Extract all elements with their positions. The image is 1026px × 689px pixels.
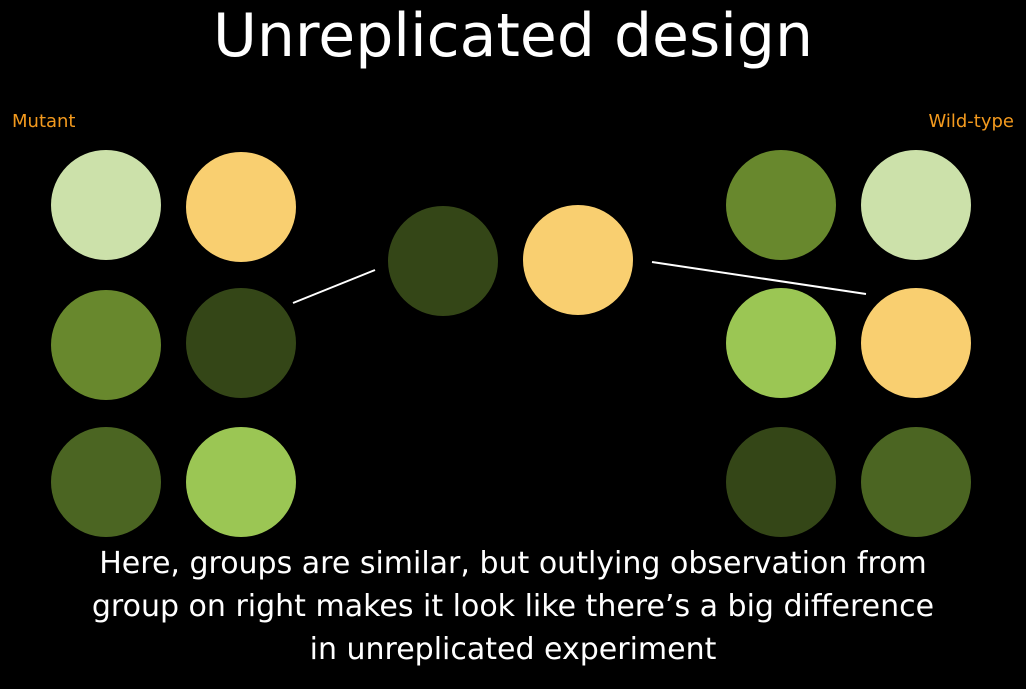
wildtype-circle-3 bbox=[726, 288, 836, 398]
caption: Here, groups are similar, but outlying o… bbox=[0, 542, 1026, 671]
wildtype-sample-connector bbox=[651, 261, 867, 295]
caption-line-1: Here, groups are similar, but outlying o… bbox=[99, 546, 927, 581]
slide-title: Unreplicated design bbox=[212, 1, 814, 71]
mutant-circle-2 bbox=[186, 152, 296, 262]
mutant-circle-4 bbox=[186, 288, 296, 398]
wildtype-circle-5 bbox=[726, 427, 836, 537]
mutant-circle-6 bbox=[186, 427, 296, 537]
wildtype-circle-6 bbox=[861, 427, 971, 537]
sampled-mutant-circle bbox=[388, 206, 498, 316]
mutant-circle-1 bbox=[51, 150, 161, 260]
mutant-group-label: Mutant bbox=[12, 111, 76, 132]
caption-line-2: group on right makes it look like there’… bbox=[91, 589, 935, 624]
wildtype-circle-4 bbox=[861, 288, 971, 398]
mutant-circle-3 bbox=[51, 290, 161, 400]
mutant-sample-connector bbox=[292, 269, 376, 304]
caption-line-3: in unreplicated experiment bbox=[309, 632, 717, 667]
wildtype-group-label: Wild-type bbox=[928, 111, 1014, 132]
wildtype-circle-2 bbox=[861, 150, 971, 260]
mutant-circle-5 bbox=[51, 427, 161, 537]
sampled-wildtype-circle bbox=[523, 205, 633, 315]
wildtype-circle-1 bbox=[726, 150, 836, 260]
